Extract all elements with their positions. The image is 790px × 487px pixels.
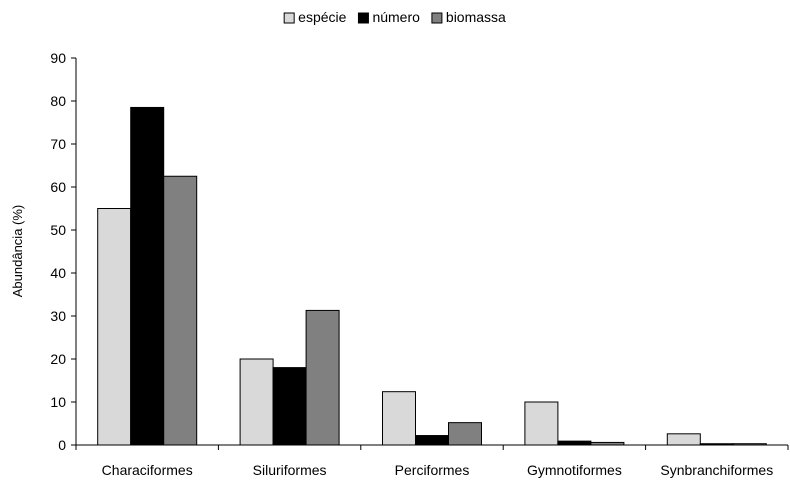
x-tick-label: Synbranchiformes — [660, 462, 773, 478]
y-tick-label: 0 — [58, 437, 66, 453]
y-tick-label: 90 — [50, 50, 66, 66]
legend-swatch — [283, 12, 295, 24]
y-tick-label: 30 — [50, 308, 66, 324]
y-tick-label: 40 — [50, 265, 66, 281]
bar — [415, 435, 449, 446]
y-axis-label: Abundância (%) — [10, 205, 25, 298]
legend-label: espécie — [298, 9, 346, 25]
bar — [130, 106, 165, 446]
y-tick-label: 10 — [50, 394, 66, 410]
legend-swatch — [357, 12, 369, 24]
bar — [305, 309, 340, 446]
legend: espécie número biomassa — [283, 9, 506, 25]
x-tick-label: Perciformes — [395, 462, 470, 478]
x-tick-label: Gymnotiformes — [527, 462, 622, 478]
x-tick-label: Characiformes — [102, 462, 193, 478]
y-tick-label: 70 — [50, 136, 66, 152]
y-tick-label: 20 — [50, 351, 66, 367]
bars — [97, 106, 767, 446]
bar — [666, 433, 701, 446]
legend-swatch — [431, 12, 443, 24]
legend-label: biomassa — [446, 9, 506, 25]
bar — [239, 358, 274, 446]
bar — [163, 175, 198, 446]
bar — [272, 367, 307, 446]
bar — [382, 391, 416, 446]
bar — [524, 401, 559, 446]
x-tick-label: Siluriformes — [253, 462, 327, 478]
axes — [75, 58, 788, 446]
y-tick-label: 50 — [50, 222, 66, 238]
y-tick-label: 80 — [50, 93, 66, 109]
bar — [557, 440, 592, 446]
bar — [448, 422, 482, 446]
legend-label: número — [372, 9, 420, 25]
y-tick-label: 60 — [50, 179, 66, 195]
bar — [97, 208, 132, 446]
y-axis-ticks: 0 10 20 30 40 50 60 70 80 90 — [50, 50, 76, 453]
x-axis-ticks: Characiformes Siluriformes Perciformes Gymn… — [75, 445, 789, 478]
